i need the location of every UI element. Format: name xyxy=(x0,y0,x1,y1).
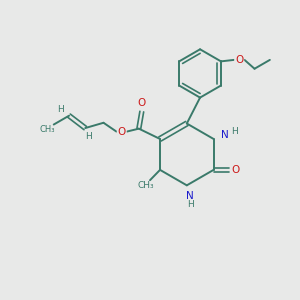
Text: H: H xyxy=(187,200,194,209)
Text: H: H xyxy=(57,105,64,114)
Text: N: N xyxy=(221,130,229,140)
Text: O: O xyxy=(118,127,126,136)
Text: O: O xyxy=(138,98,146,108)
Text: O: O xyxy=(235,55,243,65)
Text: H: H xyxy=(85,132,92,141)
Text: CH₃: CH₃ xyxy=(40,125,55,134)
Text: H: H xyxy=(231,128,238,136)
Text: O: O xyxy=(232,165,240,175)
Text: CH₃: CH₃ xyxy=(138,181,154,190)
Text: N: N xyxy=(187,190,194,201)
